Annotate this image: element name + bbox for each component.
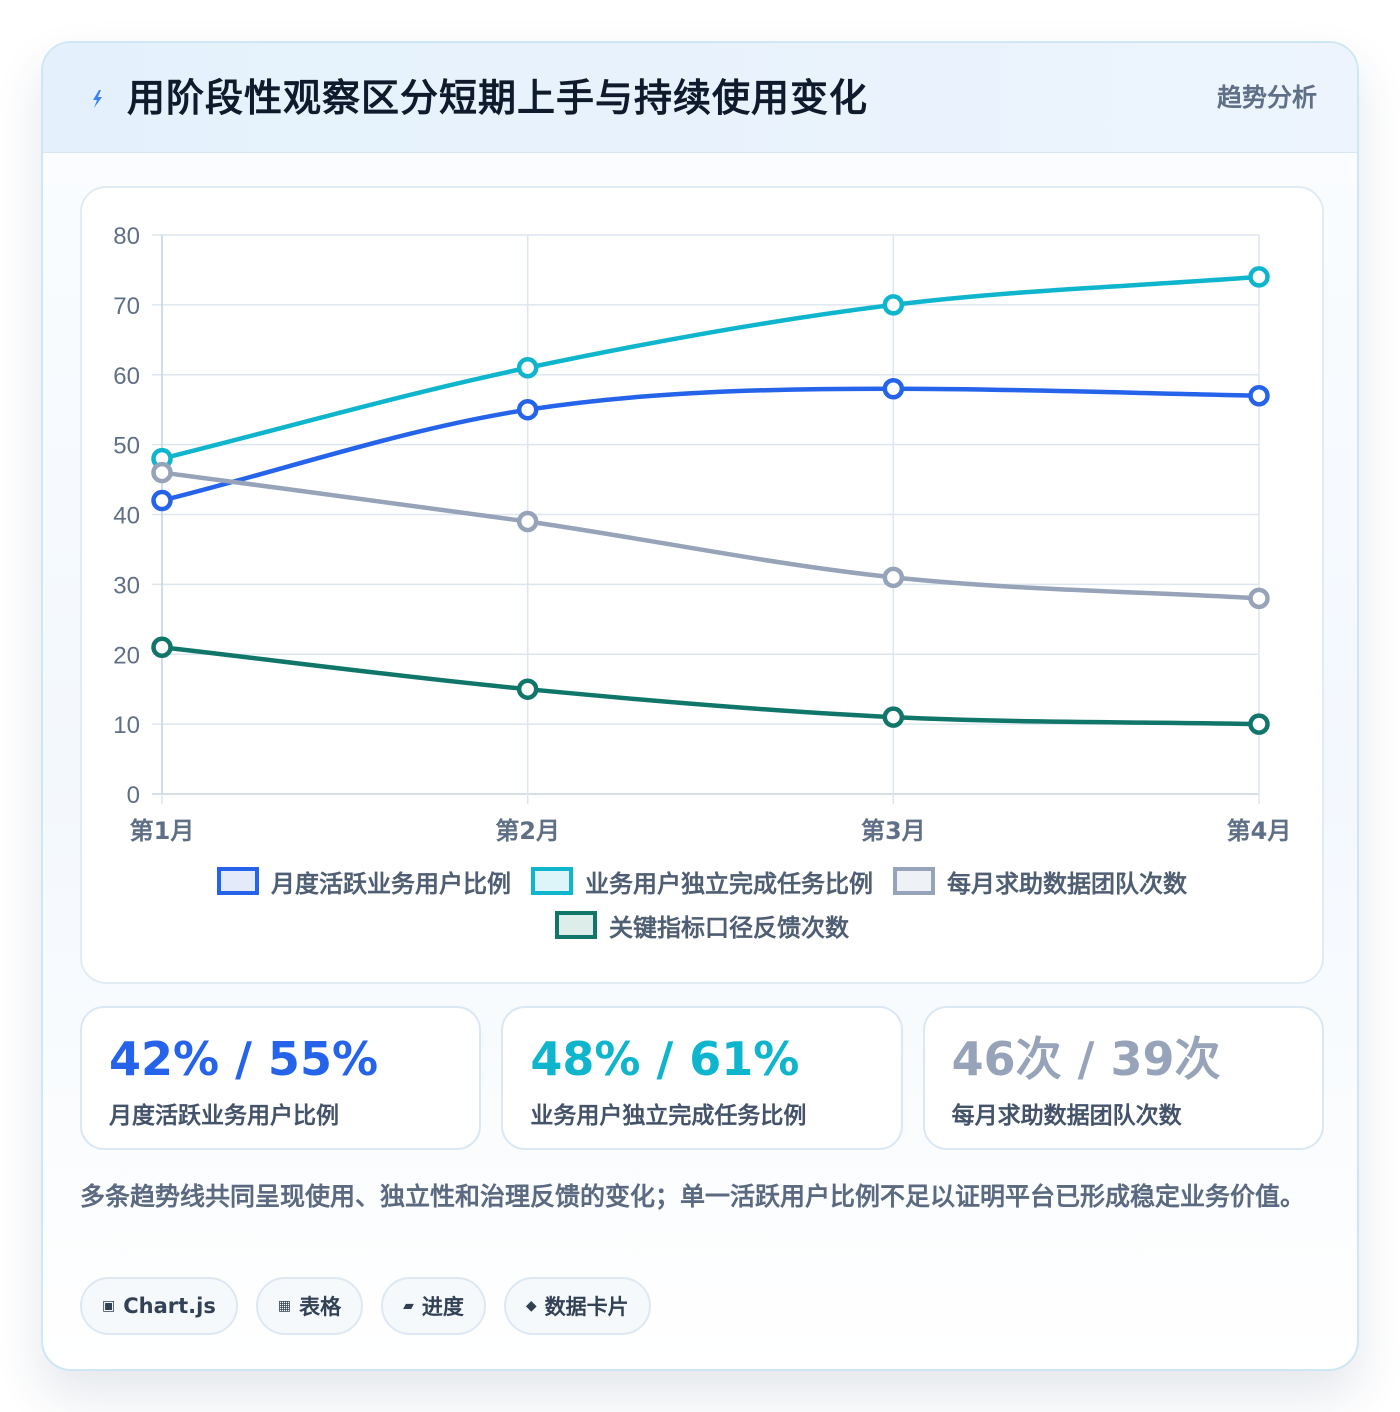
x-tick-label: 第1月 <box>130 817 195 845</box>
series-line-4 <box>159 645 1262 727</box>
y-tick-label: 30 <box>113 572 140 599</box>
legend-item[interactable]: 关键指标口径反馈次数 <box>555 908 849 942</box>
feature-chip[interactable]: ▰ 进度 <box>381 1277 486 1335</box>
line-chart: 0 10 20 30 40 50 60 70 80 第1月 第2月 第3月 第4月 <box>113 223 1292 845</box>
series-line-1 <box>159 386 1262 503</box>
data-point-2 <box>882 294 905 316</box>
data-point-2 <box>1248 266 1270 288</box>
y-tick-label: 10 <box>113 712 140 739</box>
y-tick-label: 60 <box>113 363 140 390</box>
x-tick-label: 第2月 <box>495 817 560 845</box>
data-point-4 <box>151 636 173 659</box>
legend-swatch <box>531 867 573 895</box>
card-header: 用阶段性观察区分短期上手与持续使用变化 趋势分析 <box>43 43 1357 153</box>
chip-label: Chart.js <box>123 1294 216 1318</box>
legend-item[interactable]: 每月求助数据团队次数 <box>893 864 1187 898</box>
table-icon: ▦ <box>277 1298 292 1314</box>
y-tick-label: 70 <box>113 293 140 320</box>
data-point-3 <box>1248 587 1270 610</box>
data-point-3 <box>151 461 173 484</box>
series-line-2 <box>159 274 1262 461</box>
y-tick-label: 50 <box>113 433 140 460</box>
stat-value: 42% / 55% <box>109 1032 379 1086</box>
y-tick-label: 0 <box>127 782 140 809</box>
data-point-4 <box>516 678 539 700</box>
y-tick-label: 80 <box>113 223 140 250</box>
legend-label: 每月求助数据团队次数 <box>947 869 1187 898</box>
data-point-1 <box>151 489 173 512</box>
progress-icon: ▰ <box>403 1298 414 1314</box>
x-tick-label: 第4月 <box>1227 817 1292 845</box>
data-card-icon: ◆ <box>525 1298 537 1314</box>
summary-note: 多条趋势线共同呈现使用、独立性和治理反馈的变化；单一活跃用户比例不足以证明平台已… <box>80 1182 1306 1211</box>
legend-item[interactable]: 业务用户独立完成任务比例 <box>531 864 873 898</box>
feature-chip[interactable]: ▣ Chart.js <box>80 1277 238 1335</box>
chart-icon: ▣ <box>102 1298 116 1314</box>
y-tick-label: 20 <box>113 642 140 669</box>
data-point-2 <box>516 357 539 379</box>
legend-swatch <box>217 867 259 895</box>
stat-cards: 42% / 55% 月度活跃业务用户比例 48% / 61% 业务用户独立完成任务比例… <box>80 1006 1324 1150</box>
legend-swatch <box>893 867 935 895</box>
data-point-3 <box>882 566 905 589</box>
feature-chip[interactable]: ▦ 表格 <box>255 1277 364 1335</box>
lightning-icon <box>93 90 102 108</box>
stat-value: 46次 / 39次 <box>951 1032 1221 1086</box>
legend-label: 月度活跃业务用户比例 <box>271 869 511 898</box>
feature-chip[interactable]: ◆ 数据卡片 <box>503 1277 651 1335</box>
data-point-1 <box>1248 384 1270 407</box>
series-line-3 <box>159 470 1262 601</box>
analysis-tag: 趋势分析 <box>1216 83 1317 112</box>
x-tick-label: 第3月 <box>861 817 926 845</box>
stat-card: 46次 / 39次每月求助数据团队次数 <box>922 1006 1324 1150</box>
chip-label: 表格 <box>299 1295 342 1319</box>
data-point-4 <box>1248 713 1270 735</box>
stat-label: 每月求助数据团队次数 <box>951 1103 1182 1129</box>
stat-card: 48% / 61% 业务用户独立完成任务比例 <box>501 1006 903 1150</box>
stat-label: 月度活跃业务用户比例 <box>109 1103 339 1129</box>
stat-value: 48% / 61% <box>530 1032 800 1086</box>
legend-label: 关键指标口径反馈次数 <box>609 913 849 942</box>
chart-card: 用阶段性观察区分短期上手与持续使用变化 趋势分析 0 10 20 30 40 50 60 70… <box>41 41 1359 1371</box>
data-point-1 <box>882 377 905 400</box>
legend-swatch <box>555 911 597 939</box>
chip-label: 进度 <box>421 1295 464 1319</box>
data-point-3 <box>516 510 539 533</box>
legend-label: 业务用户独立完成任务比例 <box>585 869 873 898</box>
stat-label: 业务用户独立完成任务比例 <box>530 1103 807 1129</box>
y-tick-label: 40 <box>113 503 140 530</box>
stat-card: 42% / 55% 月度活跃业务用户比例 <box>80 1006 482 1150</box>
data-point-1 <box>516 398 539 421</box>
chart-panel: 0 10 20 30 40 50 60 70 80 第1月 第2月 第3月 第4月 月度活跃业务用户比例… <box>80 186 1324 984</box>
chart-legend: 月度活跃业务用户比例 业务用户独立完成任务比例 每月求助数据团队次数关键指标口径反馈… <box>82 864 1322 942</box>
card-title: 用阶段性观察区分短期上手与持续使用变化 <box>127 76 869 120</box>
feature-chips: ▣ Chart.js ▦ 表格 ▰ 进度 ◆ 数据卡片 <box>80 1277 651 1335</box>
chip-label: 数据卡片 <box>544 1295 629 1319</box>
legend-item[interactable]: 月度活跃业务用户比例 <box>217 864 511 898</box>
data-point-4 <box>882 706 905 728</box>
